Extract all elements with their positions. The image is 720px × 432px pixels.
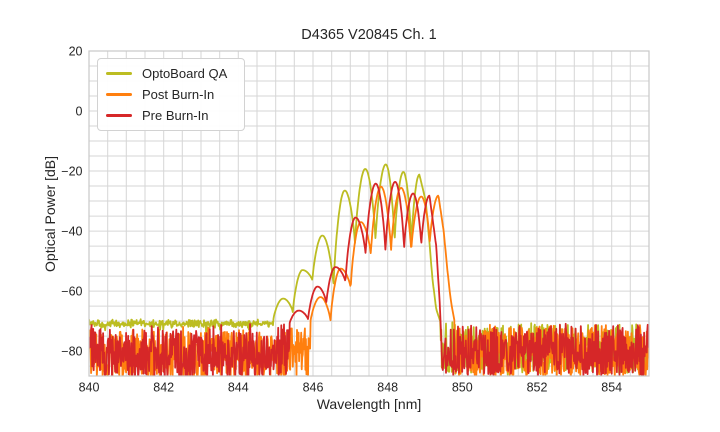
legend-item-post-burn-in: Post Burn-In: [106, 84, 236, 105]
x-tick-label: 848: [377, 381, 398, 395]
legend-label: OptoBoard QA: [142, 66, 228, 81]
y-tick-label: −60: [61, 284, 82, 298]
legend-item-pre-burn-in: Pre Burn-In: [106, 105, 236, 126]
series-pre-burn-in: [89, 181, 649, 376]
axes-spines: [88, 50, 650, 377]
y-tick-label: −80: [61, 344, 82, 358]
legend-line-swatch: [106, 93, 132, 96]
x-axis-label: Wavelength [nm]: [316, 396, 422, 412]
y-tick-label: 20: [69, 44, 83, 58]
legend-line-swatch: [106, 114, 132, 117]
legend-label: Pre Burn-In: [142, 108, 209, 123]
legend-item-optoboard-qa: OptoBoard QA: [106, 63, 236, 84]
x-tick-label: 844: [228, 381, 249, 395]
legend: OptoBoard QA Post Burn-In Pre Burn-In: [97, 58, 245, 131]
y-tick-label: −40: [61, 224, 82, 238]
y-tick-label: −20: [61, 164, 82, 178]
x-tick-label: 842: [153, 381, 174, 395]
y-axis-label: Optical Power [dB]: [42, 156, 58, 272]
legend-label: Post Burn-In: [142, 87, 215, 102]
x-tick-label: 854: [601, 381, 622, 395]
chart-title: D4365 V20845 Ch. 1: [301, 27, 437, 43]
x-tick-label: 846: [303, 381, 324, 395]
x-tick-label: 852: [527, 381, 548, 395]
legend-line-swatch: [106, 72, 132, 75]
y-tick-label: 0: [76, 104, 83, 118]
x-tick-label: 850: [452, 381, 473, 395]
series-post-burn-in: [89, 185, 649, 376]
x-tick-label: 840: [79, 381, 100, 395]
